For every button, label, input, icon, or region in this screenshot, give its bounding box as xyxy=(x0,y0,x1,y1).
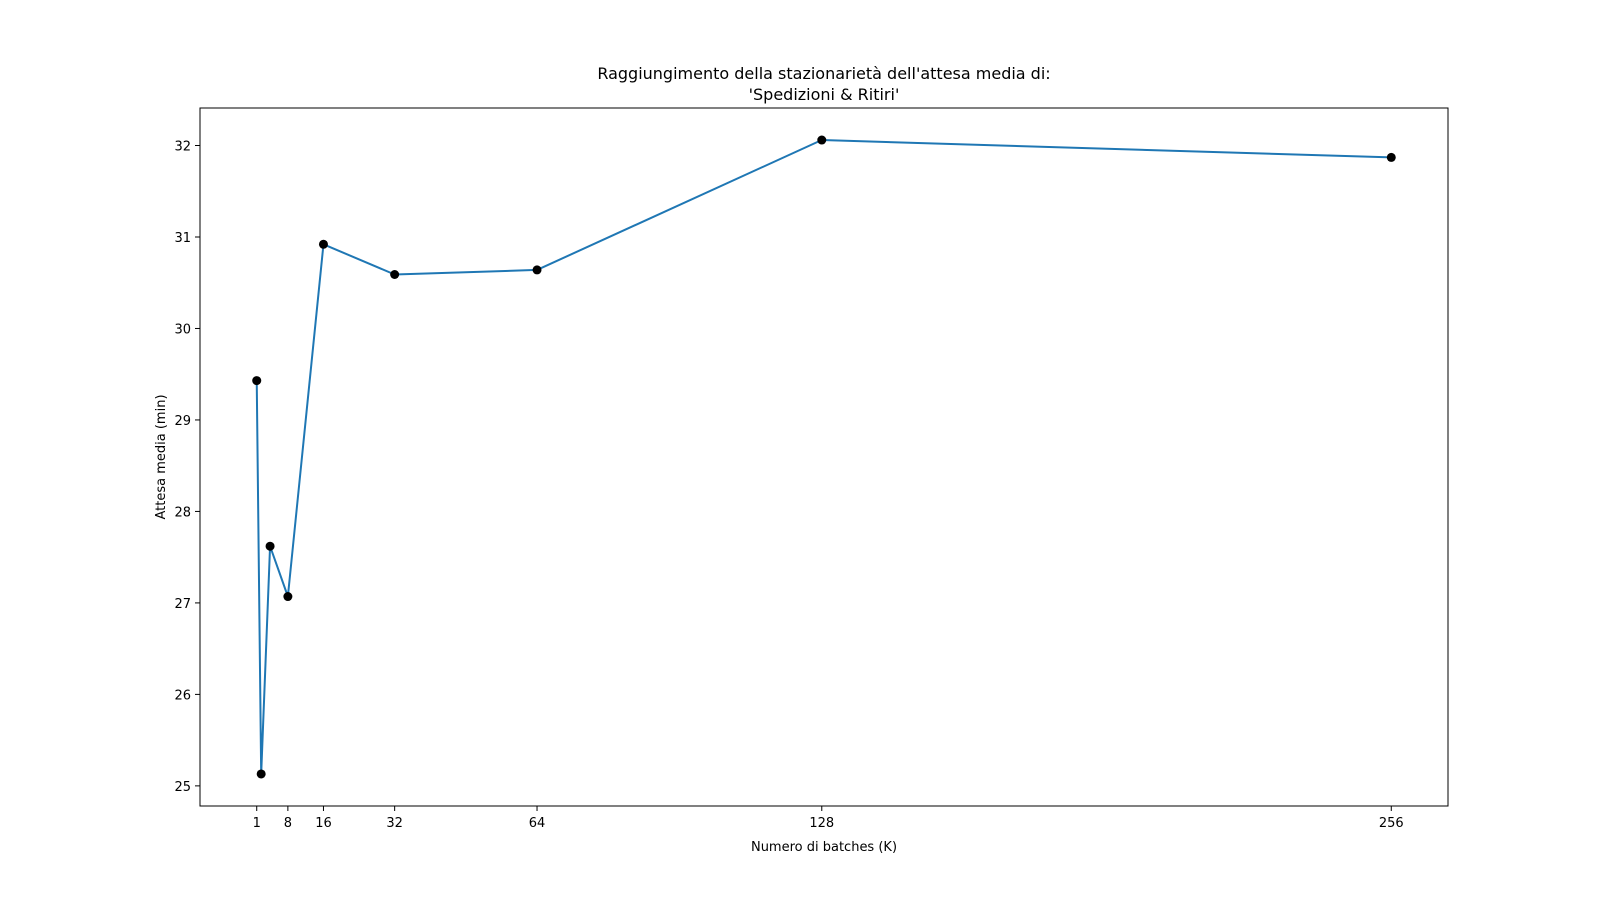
x-tick-label: 32 xyxy=(386,816,403,831)
y-tick-label: 31 xyxy=(174,231,191,246)
y-tick-label: 30 xyxy=(174,322,191,337)
x-tick-label: 8 xyxy=(284,816,292,831)
x-tick-label: 256 xyxy=(1379,816,1404,831)
x-axis-ticks: 1 8 16 32 64 128 256 xyxy=(253,806,1404,831)
data-point xyxy=(283,592,293,602)
data-point xyxy=(265,541,275,551)
chart-title: Raggiungimento della stazionarietà dell'… xyxy=(597,64,1050,104)
data-point xyxy=(252,376,262,386)
y-axis-label: Attesa media (min) xyxy=(154,394,169,519)
x-tick-label: 64 xyxy=(529,816,546,831)
series-line xyxy=(255,139,1392,775)
data-point xyxy=(1386,152,1396,162)
x-tick-label: 1 xyxy=(253,816,261,831)
data-point xyxy=(817,135,827,145)
plot-area xyxy=(199,107,1449,807)
y-tick-label: 26 xyxy=(174,688,191,703)
y-tick-label: 27 xyxy=(174,597,191,612)
y-axis-ticks: 25 26 27 28 29 30 31 32 xyxy=(174,140,200,795)
chart-title-line: Raggiungimento della stazionarietà dell'… xyxy=(597,64,1050,83)
series-layer xyxy=(252,135,1396,779)
data-point xyxy=(318,239,328,249)
chart-title-line: 'Spedizioni & Ritiri' xyxy=(749,85,900,104)
x-axis-label: Numero di batches (K) xyxy=(751,840,897,855)
data-point xyxy=(256,769,266,779)
data-point xyxy=(532,265,542,275)
data-point xyxy=(390,269,400,279)
y-tick-label: 28 xyxy=(174,505,191,520)
x-tick-label: 128 xyxy=(809,816,834,831)
y-tick-label: 32 xyxy=(174,140,191,155)
x-tick-label: 16 xyxy=(315,816,332,831)
y-tick-label: 29 xyxy=(174,414,191,429)
y-tick-label: 25 xyxy=(174,780,191,795)
